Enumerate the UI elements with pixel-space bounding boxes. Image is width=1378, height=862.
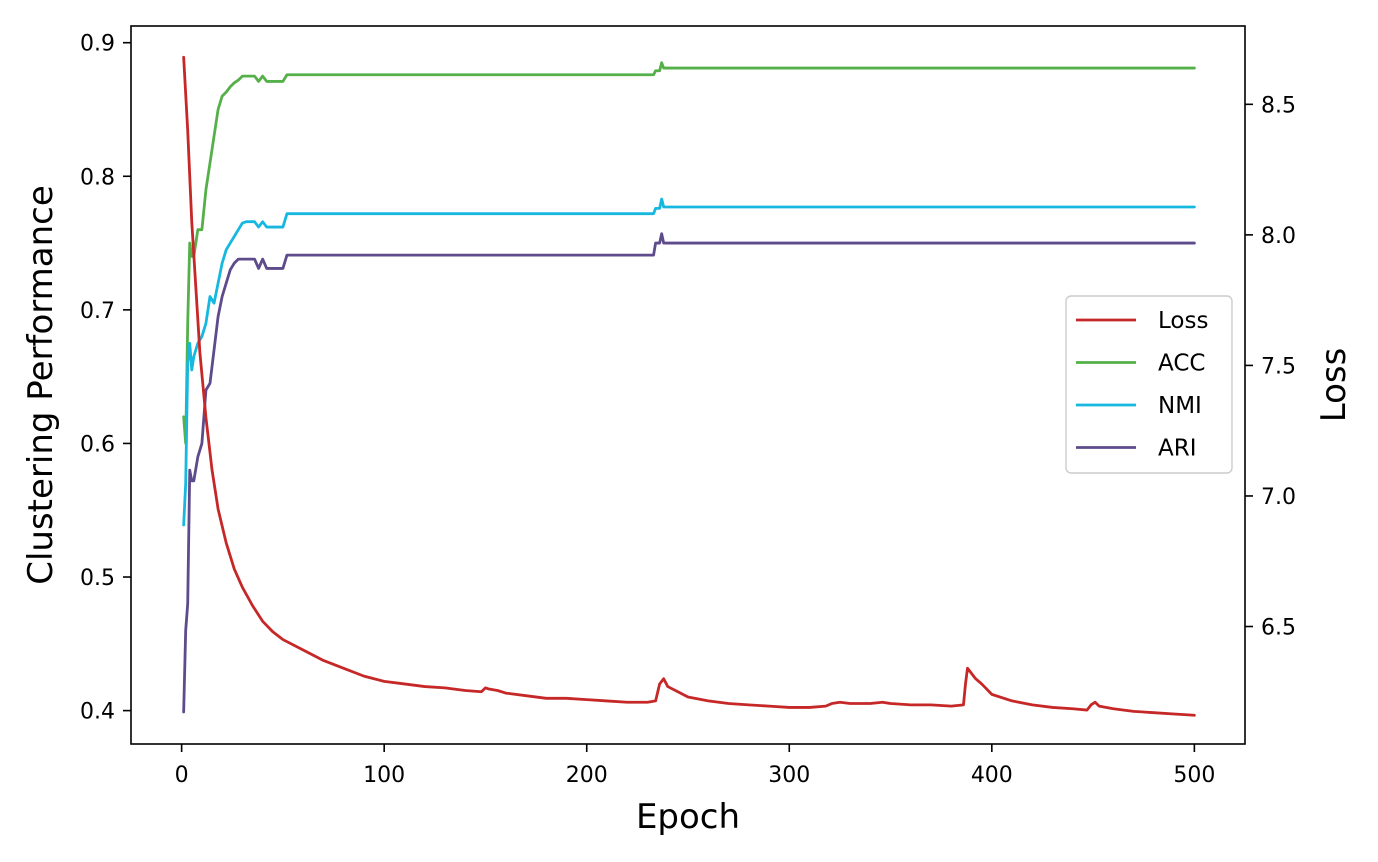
legend-label-nmi: NMI — [1158, 393, 1202, 419]
x-tick-label: 200 — [566, 763, 608, 788]
y-tick-label: 0.5 — [80, 566, 115, 591]
legend-box — [1065, 295, 1233, 474]
x-axis: 0 100 200 300 400 500 — [175, 744, 1215, 788]
y2-tick-label: 8.5 — [1261, 93, 1296, 118]
y-axis-label: Clustering Performance — [21, 185, 61, 585]
y-axis-right: 6.5 7.0 7.5 8.0 8.5 — [1245, 93, 1296, 641]
y-tick-label: 0.8 — [80, 165, 115, 190]
legend: Loss ACC NMI ARI — [1065, 295, 1233, 474]
y-tick-label: 0.6 — [80, 432, 115, 457]
series-line-loss — [182, 55, 1196, 717]
y2-tick-label: 6.5 — [1261, 616, 1296, 641]
plot-area — [131, 26, 1245, 744]
legend-label-ari: ARI — [1158, 436, 1197, 462]
x-tick-label: 0 — [175, 763, 189, 788]
y-tick-label: 0.9 — [80, 32, 115, 57]
y2-tick-label: 8.0 — [1261, 224, 1296, 249]
y-axis-left: 0.4 0.5 0.6 0.7 0.8 0.9 — [80, 32, 131, 725]
x-tick-label: 300 — [768, 763, 810, 788]
x-tick-label: 100 — [363, 763, 405, 788]
x-tick-label: 500 — [1173, 763, 1215, 788]
legend-label-loss: Loss — [1158, 308, 1208, 334]
series-line-acc — [182, 61, 1196, 445]
y2-tick-label: 7.5 — [1261, 354, 1296, 379]
x-tick-label: 400 — [971, 763, 1013, 788]
plot-frame — [130, 25, 1246, 745]
y2-axis-label: Loss — [1314, 348, 1354, 423]
series-layer — [182, 55, 1196, 717]
y2-tick-label: 7.0 — [1261, 485, 1296, 510]
series-line-ari — [182, 232, 1196, 714]
y-tick-label: 0.4 — [80, 700, 115, 725]
y-tick-label: 0.7 — [80, 299, 115, 324]
x-axis-label: Epoch — [636, 797, 740, 837]
series-line-nmi — [182, 197, 1196, 527]
legend-label-acc: ACC — [1158, 351, 1205, 377]
